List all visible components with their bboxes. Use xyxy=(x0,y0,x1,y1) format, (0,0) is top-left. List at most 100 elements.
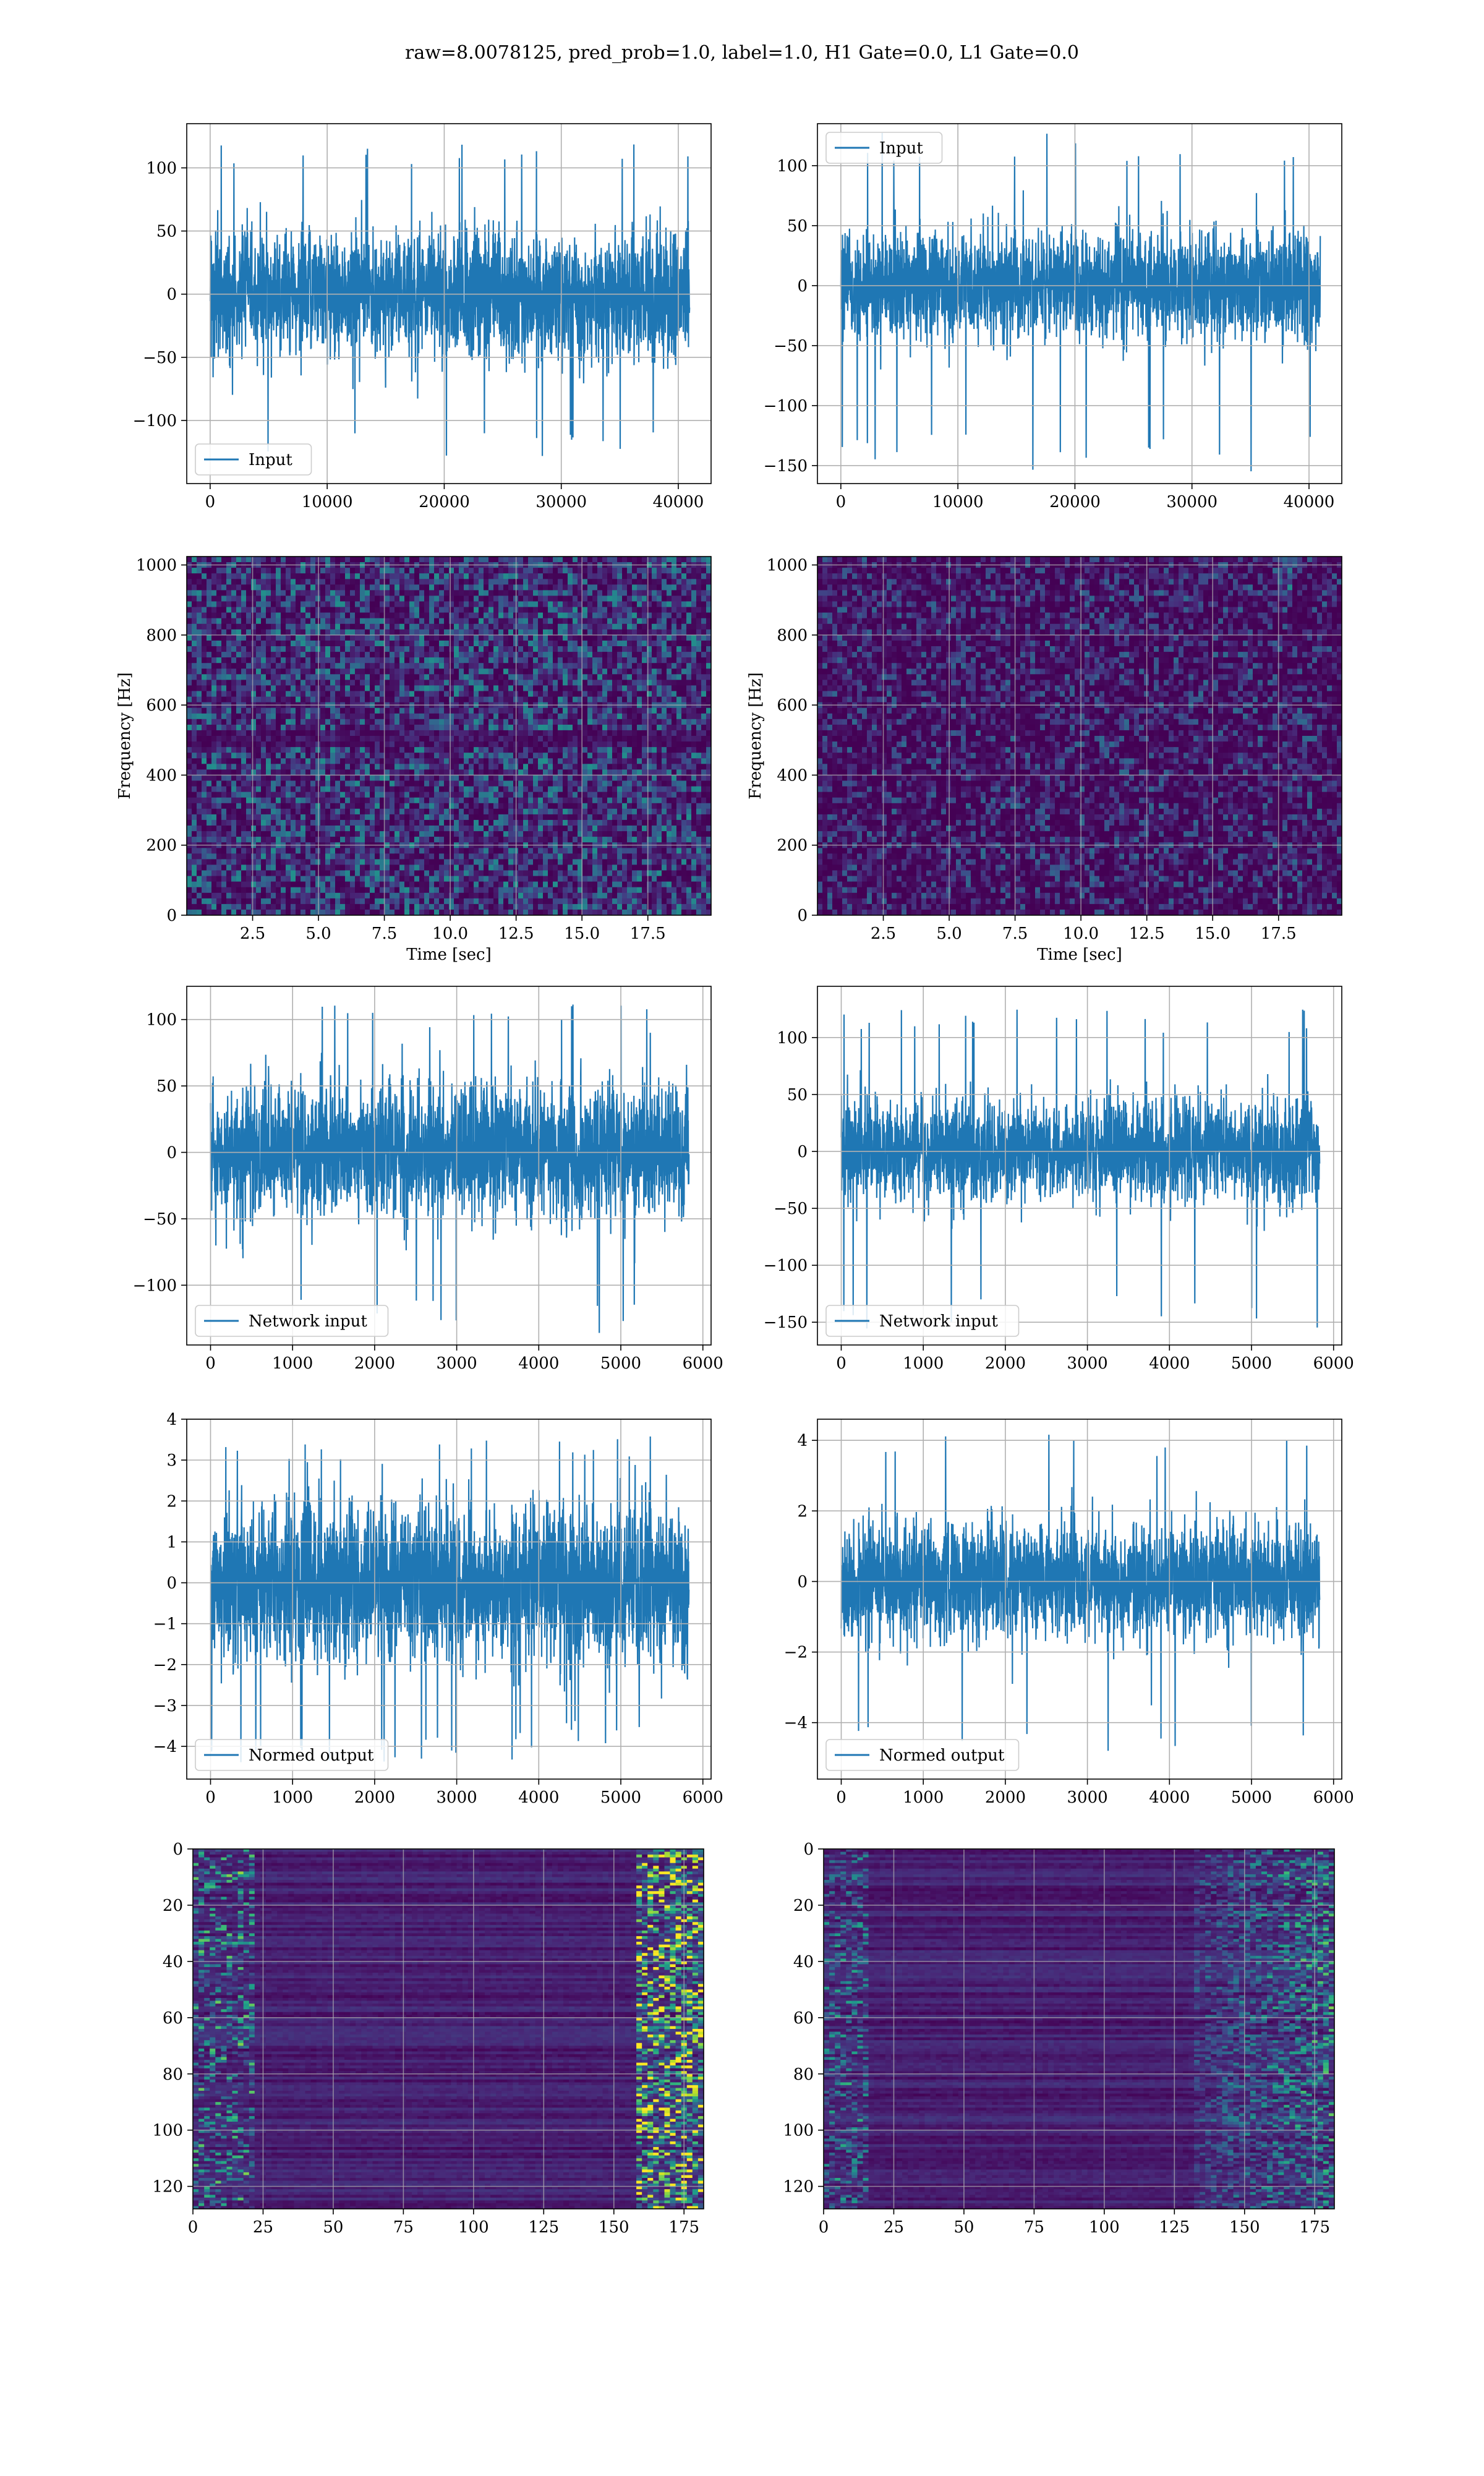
heatmap-cell xyxy=(553,624,558,630)
heatmap-cell xyxy=(444,602,450,608)
heatmap-cell xyxy=(340,876,346,882)
heatmap-cell xyxy=(444,820,450,826)
heatmap-cell xyxy=(286,602,291,608)
heatmap-cell xyxy=(454,747,459,753)
heatmap-cell xyxy=(251,657,257,664)
heatmap-cell xyxy=(390,646,395,652)
heatmap-cell xyxy=(211,657,217,664)
heatmap-cell xyxy=(404,624,410,630)
heatmap-cell xyxy=(216,607,222,613)
heatmap-cell xyxy=(345,787,351,793)
heatmap-cell xyxy=(474,663,479,669)
heatmap-cell xyxy=(310,618,316,625)
heatmap-cell xyxy=(241,613,247,619)
heatmap-cell xyxy=(399,792,405,798)
heatmap-cell xyxy=(493,568,499,574)
heatmap-cell xyxy=(543,775,548,781)
heatmap-cell xyxy=(226,652,232,658)
heatmap-cell xyxy=(424,691,430,698)
heatmap-cell xyxy=(360,893,365,899)
heatmap-cell xyxy=(424,910,430,916)
heatmap-cell xyxy=(241,590,247,596)
heatmap-cell xyxy=(276,792,281,798)
heatmap-cell xyxy=(385,680,390,686)
heatmap-cell xyxy=(187,859,192,865)
heatmap-cell xyxy=(226,848,232,854)
heatmap-cell xyxy=(236,691,242,698)
heatmap-cell xyxy=(335,590,341,596)
heatmap-cell xyxy=(493,630,499,636)
heatmap-cell xyxy=(375,798,380,804)
heatmap-cell xyxy=(261,753,267,759)
heatmap-cell xyxy=(385,831,390,837)
heatmap-cell xyxy=(276,680,281,686)
heatmap-cell xyxy=(518,814,524,821)
heatmap-cell xyxy=(414,685,420,691)
heatmap-cell xyxy=(424,826,430,832)
heatmap-cell xyxy=(325,618,331,625)
heatmap-cell xyxy=(434,736,440,742)
heatmap-cell xyxy=(484,663,489,669)
heatmap-cell xyxy=(202,714,207,720)
heatmap-cell xyxy=(479,624,484,630)
heatmap-cell xyxy=(246,579,252,585)
heatmap-cell xyxy=(261,781,267,787)
heatmap-cell xyxy=(345,568,351,574)
heatmap-cell xyxy=(226,635,232,641)
heatmap-cell xyxy=(330,864,336,871)
heatmap-cell xyxy=(553,674,558,680)
heatmap-cell xyxy=(207,714,212,720)
heatmap-cell xyxy=(459,893,464,899)
heatmap-cell xyxy=(271,646,276,652)
heatmap-cell xyxy=(528,848,534,854)
heatmap-cell xyxy=(236,618,242,625)
heatmap-cell xyxy=(469,719,474,725)
heatmap-cell xyxy=(207,837,212,843)
heatmap-cell xyxy=(543,741,548,748)
heatmap-cell xyxy=(305,803,311,809)
heatmap-cell xyxy=(211,876,217,882)
heatmap-cell xyxy=(330,641,336,647)
heatmap-cell xyxy=(320,871,326,877)
heatmap-cell xyxy=(281,904,286,910)
heatmap-cell xyxy=(360,618,365,625)
heatmap-cell xyxy=(390,781,395,787)
heatmap-cell xyxy=(261,876,267,882)
heatmap-cell xyxy=(246,680,252,686)
heatmap-cell xyxy=(256,809,262,815)
heatmap-cell xyxy=(543,747,548,753)
heatmap-cell xyxy=(211,753,217,759)
heatmap-cell xyxy=(528,837,534,843)
heatmap-cell xyxy=(350,646,356,652)
heatmap-cell xyxy=(340,557,346,563)
heatmap-cell xyxy=(261,663,267,669)
heatmap-cell xyxy=(211,635,217,641)
heatmap-cell xyxy=(543,859,548,865)
heatmap-cell xyxy=(563,607,568,613)
heatmap-cell xyxy=(404,826,410,832)
heatmap-cell xyxy=(414,853,420,860)
heatmap-cell xyxy=(296,747,301,753)
heatmap-cell xyxy=(538,764,544,770)
heatmap-cell xyxy=(464,668,469,675)
heatmap-cell xyxy=(207,848,212,854)
heatmap-cell xyxy=(464,607,469,613)
heatmap-cell xyxy=(241,803,247,809)
heatmap-cell xyxy=(424,831,430,837)
heatmap-cell xyxy=(390,719,395,725)
heatmap-cell xyxy=(281,719,286,725)
heatmap-cell xyxy=(414,864,420,871)
heatmap-cell xyxy=(493,831,499,837)
heatmap-cell xyxy=(226,668,232,675)
heatmap-cell xyxy=(464,557,469,563)
heatmap-cell xyxy=(261,803,267,809)
heatmap-cell xyxy=(508,887,514,894)
heatmap-cell xyxy=(390,775,395,781)
heatmap-cell xyxy=(320,853,326,860)
heatmap-cell xyxy=(281,697,286,703)
heatmap-cell xyxy=(211,607,217,613)
heatmap-cell xyxy=(231,747,237,753)
heatmap-cell xyxy=(345,859,351,865)
heatmap-cell xyxy=(187,910,192,916)
heatmap-cell xyxy=(429,848,435,854)
